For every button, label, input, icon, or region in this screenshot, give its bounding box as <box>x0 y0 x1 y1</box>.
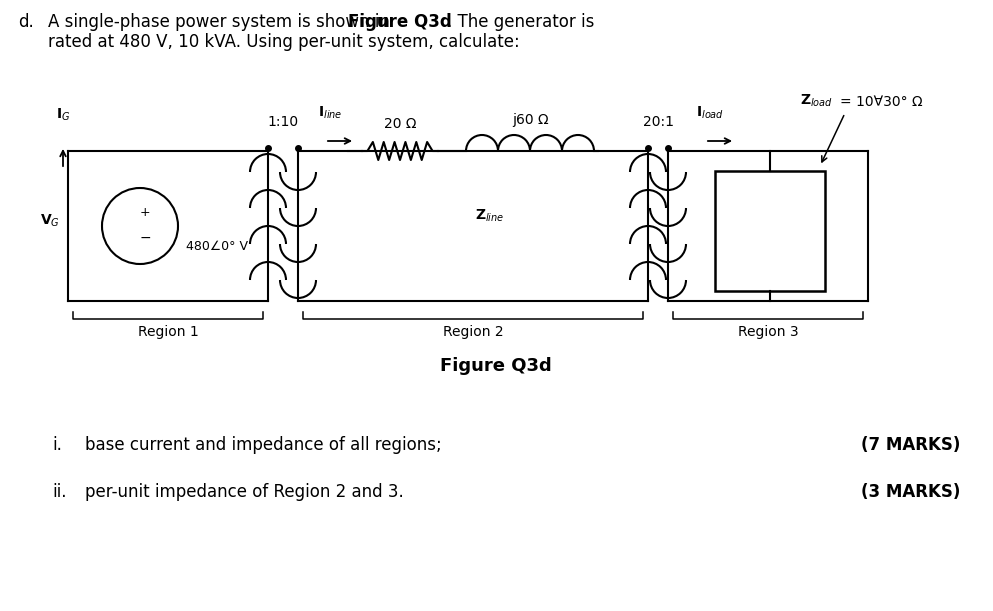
Text: −: − <box>139 231 151 245</box>
Text: (3 MARKS): (3 MARKS) <box>861 483 960 501</box>
Text: $\mathbf{I}_{line}$: $\mathbf{I}_{line}$ <box>318 104 343 121</box>
Text: $\mathbf{Z}_{line}$: $\mathbf{Z}_{line}$ <box>476 208 504 224</box>
Text: $\mathbf{I}_{load}$: $\mathbf{I}_{load}$ <box>696 104 724 121</box>
Text: = 10∀30° Ω: = 10∀30° Ω <box>840 95 922 109</box>
Text: 480∠0° V: 480∠0° V <box>186 240 248 252</box>
Text: ii.: ii. <box>52 483 67 501</box>
Text: . The generator is: . The generator is <box>447 13 595 31</box>
Text: j60 Ω: j60 Ω <box>511 113 548 127</box>
Text: rated at 480 V, 10 kVA. Using per-unit system, calculate:: rated at 480 V, 10 kVA. Using per-unit s… <box>48 33 519 51</box>
Text: per-unit impedance of Region 2 and 3.: per-unit impedance of Region 2 and 3. <box>85 483 404 501</box>
Text: $\mathbf{I}_G$: $\mathbf{I}_G$ <box>56 106 71 123</box>
Text: d.: d. <box>18 13 34 31</box>
Text: i.: i. <box>52 436 62 454</box>
Text: $\mathbf{Z}_{load}$: $\mathbf{Z}_{load}$ <box>800 93 833 109</box>
Text: (7 MARKS): (7 MARKS) <box>861 436 960 454</box>
Text: Region 3: Region 3 <box>738 325 798 339</box>
Text: Region 1: Region 1 <box>138 325 199 339</box>
Text: 20 Ω: 20 Ω <box>383 117 416 131</box>
Text: Region 2: Region 2 <box>443 325 503 339</box>
Text: $\mathbf{V}_G$: $\mathbf{V}_G$ <box>40 213 60 229</box>
Text: +: + <box>140 205 150 219</box>
Text: base current and impedance of all regions;: base current and impedance of all region… <box>85 436 442 454</box>
Text: A single-phase power system is shown in: A single-phase power system is shown in <box>48 13 395 31</box>
Text: 20:1: 20:1 <box>642 115 673 129</box>
Text: Figure Q3d: Figure Q3d <box>440 357 552 375</box>
Text: 1:10: 1:10 <box>267 115 299 129</box>
Text: Figure Q3d: Figure Q3d <box>348 13 452 31</box>
Bar <box>715 171 825 291</box>
